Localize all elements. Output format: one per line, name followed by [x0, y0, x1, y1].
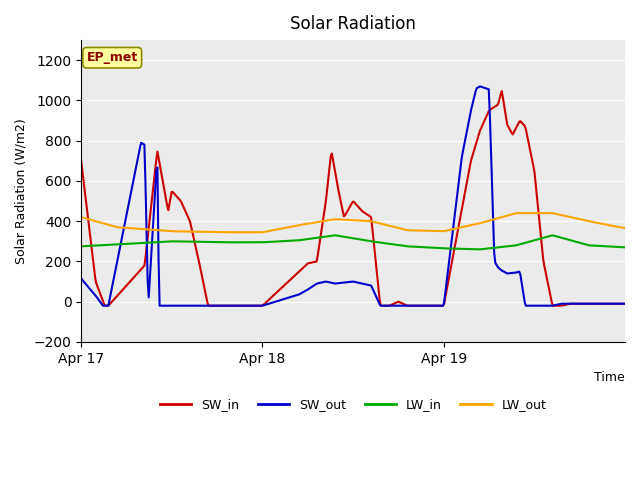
SW_in [498, 88, 506, 94]
Text: EP_met: EP_met [86, 51, 138, 64]
LW_in [476, 246, 484, 252]
LW_out [525, 210, 533, 216]
SW_in [621, 301, 629, 307]
LW_in [77, 243, 85, 249]
SW_out [340, 280, 348, 286]
SW_in [611, 301, 618, 307]
SW_in [402, 302, 410, 308]
SW_out [77, 276, 85, 281]
SW_out [402, 303, 410, 309]
Line: SW_out: SW_out [81, 86, 625, 306]
SW_in [340, 213, 348, 219]
SW_out [525, 303, 533, 309]
SW_in [101, 303, 109, 309]
LW_out [611, 223, 618, 229]
LW_in [372, 239, 380, 245]
SW_in [77, 158, 85, 164]
Line: SW_in: SW_in [81, 91, 625, 306]
LW_out [340, 217, 348, 223]
SW_out [337, 280, 344, 286]
X-axis label: Time: Time [595, 371, 625, 384]
LW_in [337, 233, 344, 239]
LW_out [621, 225, 629, 231]
LW_out [77, 214, 85, 220]
Legend: SW_in, SW_out, LW_in, LW_out: SW_in, SW_out, LW_in, LW_out [155, 394, 552, 417]
LW_in [621, 244, 629, 250]
SW_in [372, 266, 380, 272]
Line: LW_in: LW_in [81, 235, 625, 249]
SW_in [337, 198, 344, 204]
LW_out [402, 227, 410, 233]
Title: Solar Radiation: Solar Radiation [290, 15, 416, 33]
SW_out [476, 84, 484, 89]
LW_in [340, 234, 348, 240]
LW_out [513, 210, 521, 216]
SW_out [372, 294, 380, 300]
Y-axis label: Solar Radiation (W/m2): Solar Radiation (W/m2) [15, 118, 28, 264]
Line: LW_out: LW_out [81, 213, 625, 232]
LW_out [337, 216, 344, 222]
LW_in [611, 244, 618, 250]
LW_out [372, 220, 380, 226]
SW_out [99, 303, 107, 309]
SW_in [525, 142, 533, 148]
SW_out [621, 301, 629, 307]
LW_in [402, 243, 410, 249]
LW_in [525, 239, 533, 245]
SW_out [611, 301, 618, 307]
LW_in [332, 232, 339, 238]
LW_out [223, 229, 231, 235]
